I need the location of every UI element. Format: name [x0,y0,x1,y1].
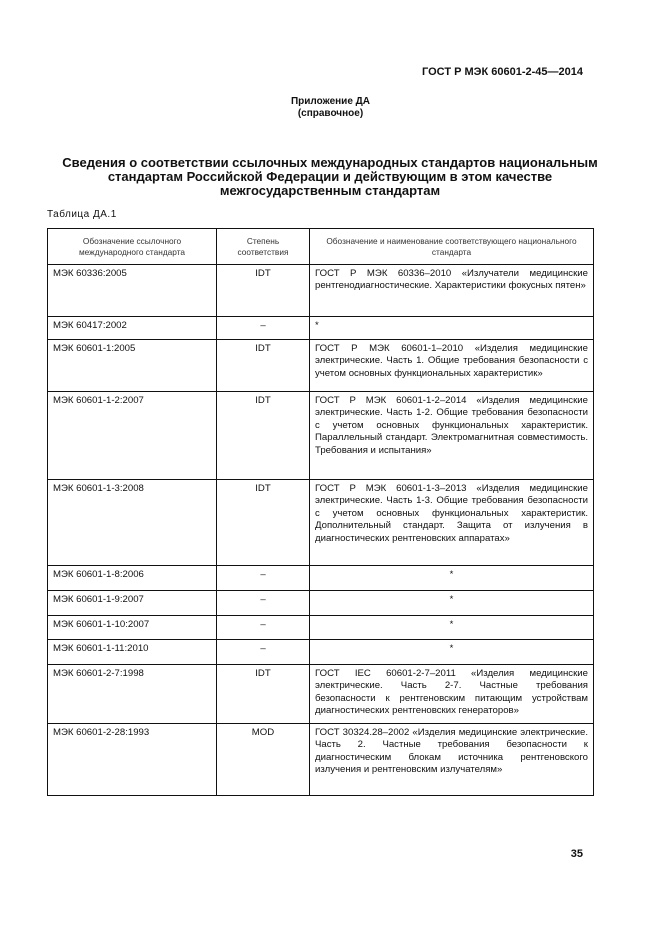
cell-national-standard: * [309,565,594,591]
table-row: МЭК 60601-1-9:2007– * [47,590,594,616]
cell-national-standard: ГОСТ Р МЭК 60601-1-3–2013 «Изделия медиц… [309,479,594,566]
cell-national-standard: ГОСТ Р МЭК 60601-1-2–2014 «Изделия медиц… [309,391,594,480]
table-row: МЭК 60601-1-2:2007 IDT ГОСТ Р МЭК 60601-1-… [47,391,594,480]
cell-degree: – [216,565,310,591]
table-row: МЭК 60601-1-11:2010– * [47,639,594,665]
header-intl: Обозначение ссылочного международного ст… [47,228,217,265]
table-row: МЭК 60601-1-10:2007– * [47,615,594,640]
cell-degree: – [216,615,310,640]
table-row: МЭК 60601-1:2005 IDT ГОСТ Р МЭК 60601-1–20… [47,339,594,392]
standards-table: Обозначение ссылочного международного ст… [47,228,594,796]
table-header-row: Обозначение ссылочного международного ст… [47,228,594,265]
cell-intl-standard: МЭК 60601-1:2005 [47,339,217,392]
cell-intl-standard: МЭК 60601-1-10:2007 [47,615,217,640]
table-row: МЭК 60601-1-3:2008 IDT ГОСТ Р МЭК 60601-1-… [47,479,594,566]
table-row: МЭК 60601-2-7:1998 IDT ГОСТ IEC 60601-2-7–… [47,664,594,724]
cell-intl-standard: МЭК 60601-1-9:2007 [47,590,217,616]
document-code: ГОСТ Р МЭК 60601-2-45—2014 [422,66,583,78]
cell-national-standard: * [309,316,594,340]
table-row: МЭК 60601-1-8:2006– * [47,565,594,591]
table-row: МЭК 60417:2002– * [47,316,594,340]
section-title: Сведения о соответствии ссылочных междун… [62,155,598,198]
cell-degree: – [216,590,310,616]
cell-intl-standard: МЭК 60601-1-8:2006 [47,565,217,591]
cell-national-standard: * [309,615,594,640]
cell-national-standard: ГОСТ IEC 60601-2-7–2011 «Изделия медицин… [309,664,594,724]
cell-intl-standard: МЭК 60601-2-28:1993 [47,723,217,796]
table-label: Таблица ДА.1 [47,209,117,220]
page-number: 35 [570,848,583,860]
table-row: МЭК 60336:2005 IDT ГОСТ Р МЭК 60336–2010 «… [47,264,594,317]
cell-national-standard: ГОСТ Р МЭК 60336–2010 «Излучатели медици… [309,264,594,317]
cell-degree: IDT [216,391,310,480]
cell-intl-standard: МЭК 60601-2-7:1998 [47,664,217,724]
cell-degree: MOD [216,723,310,796]
cell-degree: – [216,316,310,340]
appendix-title: Приложение ДА [290,96,371,107]
cell-intl-standard: МЭК 60601-1-3:2008 [47,479,217,566]
appendix-heading: Приложение ДА (справочное) [0,96,661,120]
cell-intl-standard: МЭК 60417:2002 [47,316,217,340]
cell-national-standard: ГОСТ 30324.28–2002 «Изделия медицинские … [309,723,594,796]
cell-intl-standard: МЭК 60601-1-2:2007 [47,391,217,480]
cell-national-standard: * [309,639,594,665]
cell-intl-standard: МЭК 60601-1-11:2010 [47,639,217,665]
cell-degree: IDT [216,664,310,724]
cell-national-standard: * [309,590,594,616]
cell-intl-standard: МЭК 60336:2005 [47,264,217,317]
appendix-subtitle: (справочное) [297,108,364,119]
cell-degree: IDT [216,479,310,566]
header-degree: Степень соответствия [216,228,310,265]
cell-degree: IDT [216,339,310,392]
header-national: Обозначение и наименование соответствующ… [309,228,594,265]
cell-degree: – [216,639,310,665]
cell-degree: IDT [216,264,310,317]
cell-national-standard: ГОСТ Р МЭК 60601-1–2010 «Изделия медицин… [309,339,594,392]
table-row: МЭК 60601-2-28:1993 MOD ГОСТ 30324.28–2002… [47,723,594,796]
